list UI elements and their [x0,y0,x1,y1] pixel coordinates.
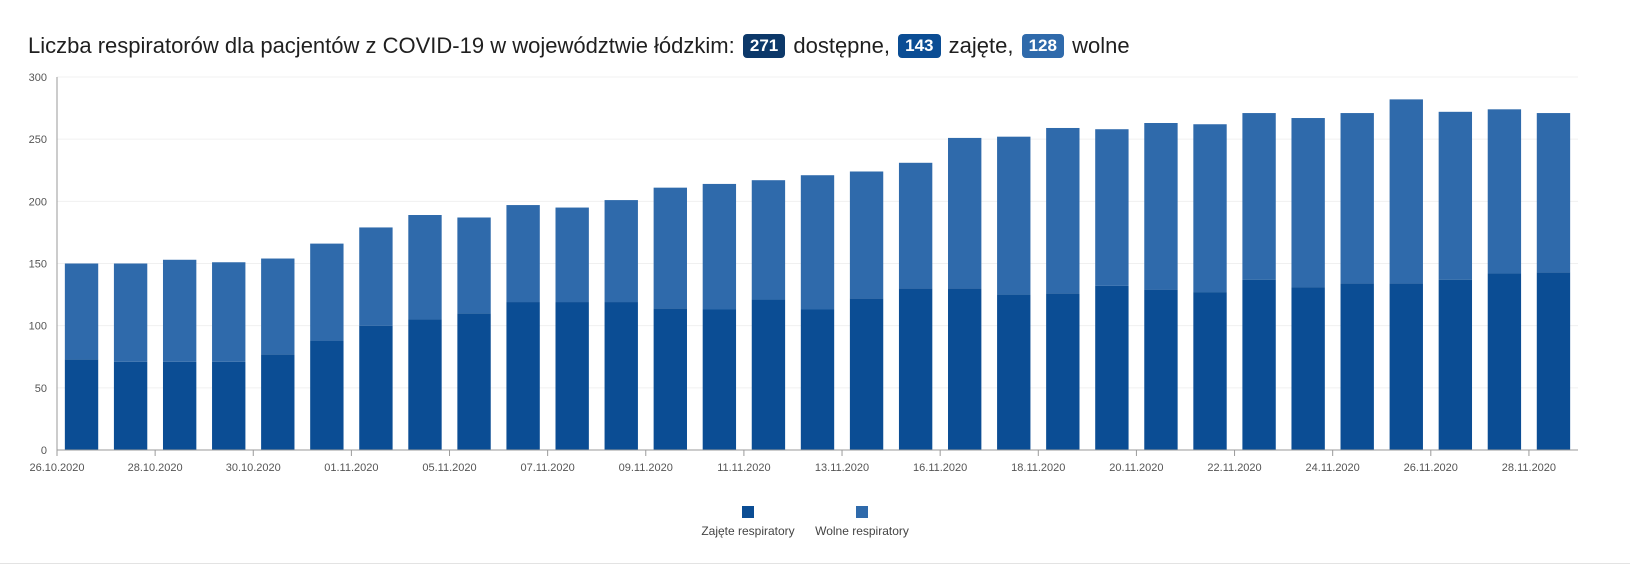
bar-busy [1095,285,1129,450]
bar-free [1046,127,1080,294]
bar-free [800,175,835,310]
x-tick-label: 26.11.2020 [1404,462,1458,474]
bar-busy [849,298,884,450]
bar-free [1487,109,1522,274]
x-tick-label: 20.11.2020 [1109,462,1163,474]
bar-free [64,263,99,360]
bar-free [1389,99,1423,284]
free-badge: 128 [1021,34,1064,58]
bar-free [1438,111,1473,280]
x-tick-label: 26.10.2020 [29,462,84,474]
bar-busy [1340,283,1374,450]
bar-busy [1389,283,1423,450]
bar-busy [1144,289,1178,450]
bar-busy [653,308,687,450]
bar-busy [408,319,442,450]
bar-free [310,243,344,341]
legend-swatch [856,506,868,518]
bar-free [948,137,982,289]
bar-busy [1291,287,1325,450]
free-label: wolne [1072,33,1130,58]
y-tick-label: 150 [29,259,47,271]
bar-busy [604,302,638,450]
x-tick-label: 07.11.2020 [521,462,575,474]
x-tick-label: 18.11.2020 [1011,462,1065,474]
bar-busy [1487,273,1522,450]
bar-free [997,136,1031,295]
x-tick-label: 11.11.2020 [717,462,770,474]
busy-badge: 143 [898,34,941,58]
x-tick-label: 30.10.2020 [226,462,281,474]
busy-label: zajęte, [948,33,1014,58]
bar-busy [261,354,295,450]
bar-free [1340,113,1374,284]
bar-free [604,200,638,303]
bar-free [1291,118,1325,288]
bar-busy [457,313,491,450]
y-tick-label: 200 [29,196,47,208]
bar-free [555,207,589,303]
bar-busy [212,361,246,450]
legend-label: Wolne respiratory [815,524,909,538]
bar-busy [1438,279,1473,450]
footer-divider [0,563,1630,564]
y-tick-label: 100 [29,321,47,333]
bar-busy [1046,293,1080,450]
bar-busy [898,288,933,450]
y-tick-label: 250 [29,134,47,146]
bar-busy [948,288,982,450]
bar-busy [555,302,589,450]
x-tick-label: 05.11.2020 [422,462,476,474]
bar-busy [506,302,540,450]
bar-busy [359,325,393,450]
x-tick-label: 01.11.2020 [324,462,378,474]
bar-free [1144,123,1178,290]
bar-busy [113,361,148,450]
bar-free [1242,113,1276,280]
y-tick-label: 0 [41,445,47,457]
bar-busy [751,299,786,450]
total-badge: 271 [742,34,786,58]
bar-busy [64,359,99,450]
bar-busy [997,294,1031,450]
bar-busy [1193,292,1227,450]
bar-busy [162,361,197,450]
bar-free [653,187,687,309]
chart-title: Liczba respiratorów dla pacjentów z COVI… [28,30,1130,62]
bar-free [162,259,197,362]
legend-label: Zajęte respiratory [701,524,794,538]
bar-free [359,227,393,326]
x-tick-label: 22.11.2020 [1207,462,1261,474]
x-tick-label: 16.11.2020 [913,462,967,474]
bar-free [212,262,246,362]
x-tick-label: 28.11.2020 [1502,462,1556,474]
bar-free [457,217,491,314]
bar-free [113,263,148,362]
x-tick-label: 24.11.2020 [1306,462,1360,474]
bar-free [751,180,786,300]
bar-free [1095,129,1129,286]
bar-free [261,258,295,355]
bar-free [506,205,540,303]
x-tick-label: 13.11.2020 [815,462,869,474]
bar-free [849,171,884,299]
bar-free [702,183,737,310]
bar-busy [1242,279,1276,450]
bar-busy [702,309,737,450]
bar-free [1536,113,1571,273]
x-tick-label: 28.10.2020 [128,462,183,474]
bar-free [898,162,933,289]
bar-busy [310,340,344,450]
y-tick-label: 300 [29,72,47,84]
title-text: Liczba respiratorów dla pacjentów z COVI… [28,33,735,58]
bar-busy [800,309,835,450]
bar-busy [1536,272,1571,450]
bar-free [408,215,442,320]
total-label: dostępne, [793,33,890,58]
y-tick-label: 50 [35,383,47,395]
legend-swatch [742,506,754,518]
x-tick-label: 09.11.2020 [619,462,673,474]
bar-free [1193,124,1227,293]
